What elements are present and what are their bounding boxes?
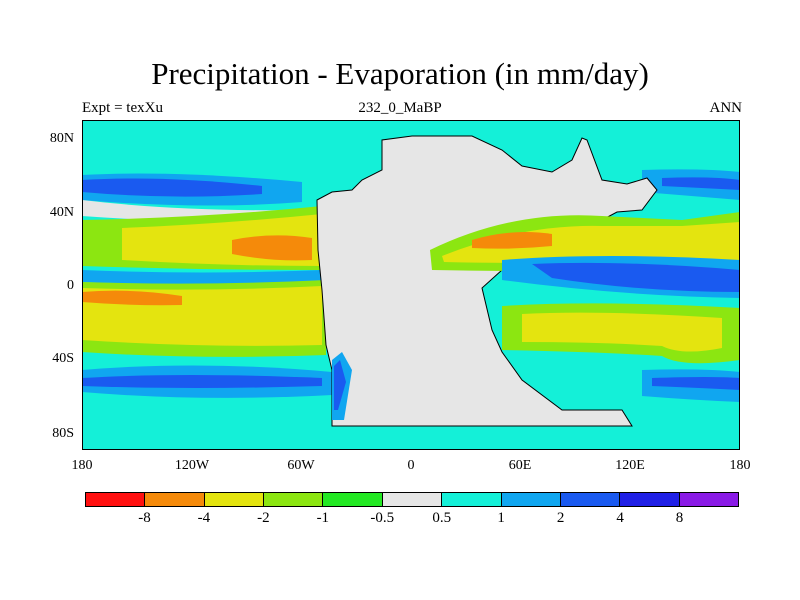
colorbar-box [679,493,738,506]
colorbar-label: -2 [257,510,270,526]
colorbar-box [620,493,680,506]
north-dark-band [82,178,262,197]
colorbar-box [560,493,621,506]
east-south-yellow [522,312,722,352]
south-land-dark-fringe [334,360,346,410]
colorbar-label: 2 [556,510,565,526]
colorbar-box [323,493,383,506]
colorbar-box [264,493,324,506]
x-tick-label: 120E [615,458,645,473]
north-subtropic-orange [232,235,312,261]
y-tick-label: 40S [52,351,74,366]
x-tick-label: 60W [287,458,315,473]
colorbar-label: 1 [497,510,505,526]
colorbar-label: 4 [616,510,624,526]
colorbar-label: -4 [197,510,211,526]
colorbar-label: 0.5 [432,510,452,526]
equator-blue [82,270,322,284]
experiment-label: Expt = texXu [82,100,163,116]
y-tick-label: 80N [49,131,74,146]
east-dark-band-south [652,377,740,390]
east-north-orange [472,232,552,249]
east-equator-dark [532,262,740,292]
colorbar-box [145,493,205,506]
east-north-yellow [442,222,740,263]
map-title: Precipitation - Evaporation (in mm/day) [151,56,649,91]
y-tick-label: 80S [52,426,74,441]
colorbar-box [501,493,561,506]
time-label: 232_0_MaBP [358,100,442,116]
east-dark-band-north [662,177,740,190]
x-tick-label: 0 [407,458,415,473]
colorbar-label: -8 [138,510,151,526]
colorbar-box [204,493,265,506]
x-tick-label: 60E [508,458,532,473]
colorbar-box [442,493,502,506]
x-tick-label: 180 [71,458,93,473]
colorbar [85,492,739,507]
colorbar-label: 8 [675,510,684,526]
colorbar-box [86,493,146,506]
colorbar-label: -0.5 [370,510,395,526]
y-tick-label: 0 [67,278,74,293]
y-tick-label: 40N [49,205,74,220]
south-dark-band [82,375,322,388]
south-subtropic-orange [82,290,182,306]
precip-evap-map [82,120,740,450]
x-tick-label: 120W [174,458,210,473]
x-tick-label: 180 [729,458,751,473]
season-label: ANN [709,100,743,116]
colorbar-label: -1 [316,510,330,526]
colorbar-box [382,493,443,506]
supercontinent-land [316,135,658,427]
